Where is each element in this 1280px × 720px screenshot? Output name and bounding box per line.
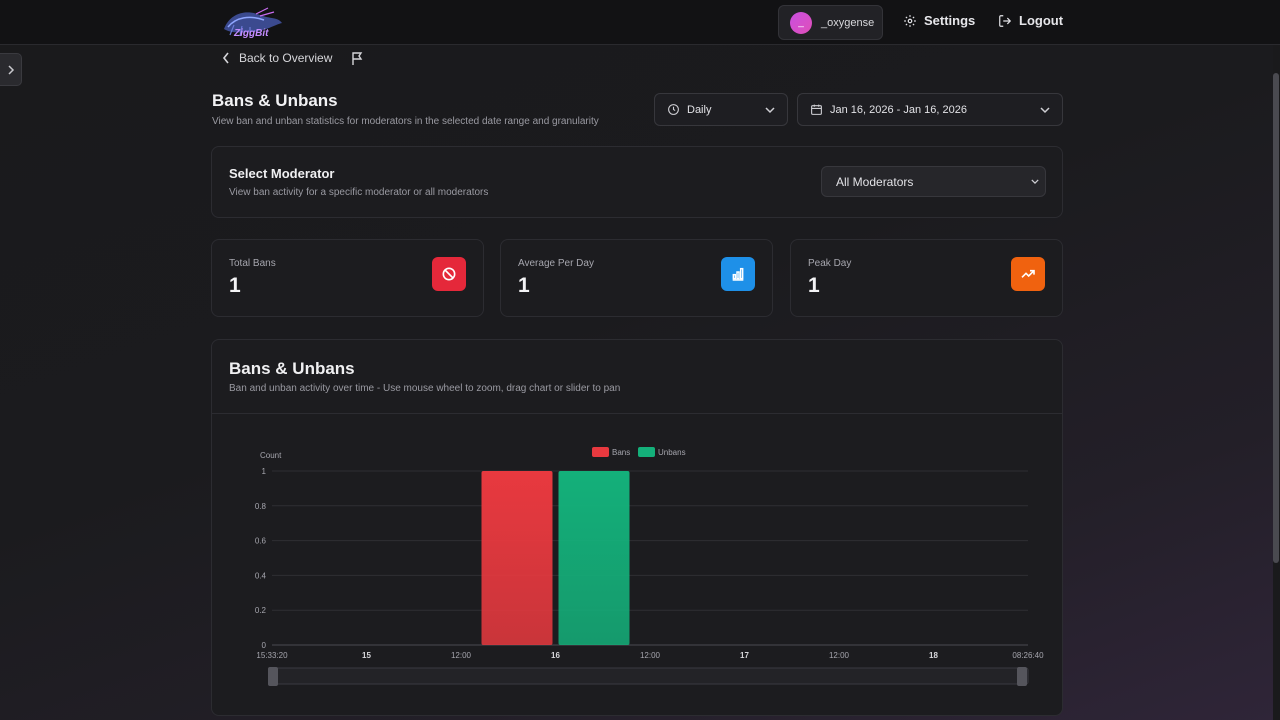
trending-up-icon [1011, 257, 1045, 291]
svg-text:ZiggBit: ZiggBit [233, 28, 269, 39]
user-menu-button[interactable]: _ _oxygense [778, 5, 883, 40]
legend-swatch-bans [592, 447, 609, 457]
calendar-icon [811, 104, 822, 115]
logout-button[interactable]: Logout [998, 13, 1063, 28]
stat-label: Peak Day [808, 258, 852, 269]
chart-card-title: Bans & Unbans [229, 359, 355, 378]
y-tick-label: 0 [262, 641, 267, 650]
stat-card-total-bans: Total Bans 1 [211, 239, 484, 317]
y-tick-label: 0.2 [255, 606, 267, 615]
moderator-select[interactable]: All Moderators [821, 166, 1046, 197]
back-to-overview-link[interactable]: Back to Overview [222, 51, 332, 65]
x-tick-label: 08:26:40 [1012, 651, 1044, 660]
x-tick-label: 15:33:20 [256, 651, 288, 660]
stat-value: 1 [808, 274, 820, 297]
bar-unbans [558, 471, 630, 645]
chevron-down-icon [765, 107, 775, 114]
back-label: Back to Overview [239, 51, 333, 65]
y-axis-label: Count [260, 451, 282, 460]
x-tick-label: 15 [362, 651, 371, 660]
moderator-card-subtitle: View ban activity for a specific moderat… [229, 187, 489, 198]
date-range-picker[interactable]: Jan 16, 2026 - Jan 16, 2026 [797, 93, 1063, 126]
chevron-down-icon [1031, 179, 1039, 184]
granularity-select[interactable]: Daily [654, 93, 788, 126]
bar-chart-icon [721, 257, 755, 291]
x-tick-label: 12:00 [829, 651, 850, 660]
avatar: _ [790, 11, 812, 34]
legend-swatch-unbans [638, 447, 655, 457]
stat-label: Total Bans [229, 258, 276, 269]
y-tick-label: 1 [262, 467, 267, 476]
y-tick-label: 0.4 [255, 571, 267, 580]
legend-label-unbans: Unbans [658, 448, 686, 457]
clock-icon [668, 104, 679, 115]
brand-logo[interactable]: ZiggBit [216, 5, 288, 39]
top-navbar: ZiggBit _ _oxygense Settings Logout [0, 0, 1280, 45]
bans-unbans-chart[interactable]: Count 0 0.2 0.4 0.6 0.8 1 15:33:20 15 12:00 16 12:0… [212, 340, 1064, 717]
chart-card-subtitle: Ban and unban activity over time - Use m… [229, 383, 621, 394]
x-tick-label: 12:00 [640, 651, 661, 660]
y-tick-label: 0.8 [255, 502, 267, 511]
legend-label-bans: Bans [612, 448, 630, 457]
moderator-select-card: Select Moderator View ban activity for a… [211, 146, 1063, 218]
x-tick-label: 18 [929, 651, 938, 660]
page-subtitle: View ban and unban statistics for modera… [212, 116, 599, 127]
ban-icon [432, 257, 466, 291]
stat-value: 1 [518, 274, 530, 297]
moderator-card-title: Select Moderator [229, 166, 335, 181]
stat-value: 1 [229, 274, 241, 297]
divider [212, 413, 1062, 414]
stat-card-peak-day: Peak Day 1 [790, 239, 1063, 317]
settings-label: Settings [924, 13, 976, 28]
page-scrollbar-thumb[interactable] [1273, 73, 1279, 563]
stat-label: Average Per Day [518, 258, 594, 269]
settings-button[interactable]: Settings [903, 13, 975, 28]
page-title: Bans & Unbans [212, 91, 338, 110]
sidebar-expand-button[interactable] [0, 53, 22, 86]
user-name: _oxygense [821, 16, 875, 29]
logout-icon [999, 14, 1012, 27]
zoom-slider-handle-right[interactable] [1017, 667, 1027, 686]
zoom-slider-handle-left[interactable] [268, 667, 278, 686]
gear-icon [904, 14, 916, 27]
stat-card-average-per-day: Average Per Day 1 [500, 239, 773, 317]
bar-bans [481, 471, 553, 645]
flag-icon[interactable] [351, 52, 363, 66]
date-range-value: Jan 16, 2026 - Jan 16, 2026 [830, 103, 967, 116]
chevron-right-icon [7, 64, 14, 75]
chevron-left-icon [222, 52, 229, 64]
zoom-slider-track[interactable] [271, 667, 1029, 685]
logout-label: Logout [1019, 13, 1064, 28]
x-tick-label: 12:00 [451, 651, 472, 660]
x-tick-label: 16 [551, 651, 560, 660]
x-tick-label: 17 [740, 651, 749, 660]
bans-chart-card: Bans & Unbans Ban and unban activity ove… [211, 339, 1063, 716]
chevron-down-icon [1040, 107, 1050, 114]
moderator-select-value: All Moderators [836, 174, 914, 189]
granularity-value: Daily [687, 103, 712, 116]
y-tick-label: 0.6 [255, 537, 267, 546]
